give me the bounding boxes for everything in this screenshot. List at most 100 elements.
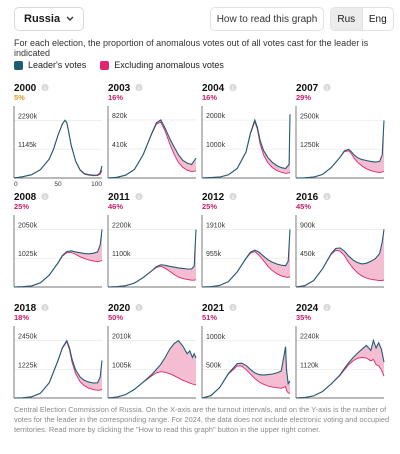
chart-2000-info-icon — [41, 83, 49, 92]
chart-2021-series-leader — [201, 346, 291, 399]
lang-option-eng[interactable]: Eng — [363, 8, 394, 30]
chart-2000-pct: 5% — [14, 93, 25, 102]
chart-2000-info-icon-glyph: i — [44, 86, 46, 92]
chart-2000-ytick-top: 2290k — [18, 113, 38, 120]
chart-2016-ytick-top: 900k — [300, 222, 316, 229]
chart-2020-pct: 50% — [108, 313, 123, 322]
chart-2003-info-icon-glyph: i — [138, 86, 140, 92]
legend-label-excluding: Excluding anomalous votes — [114, 60, 224, 70]
chart-2003-pct: 16% — [108, 93, 123, 102]
chart-2012-pct: 25% — [202, 202, 217, 211]
top-bar: Russia How to read this graph Rus Eng — [8, 7, 394, 31]
chart-2016-info-icon-glyph: i — [326, 195, 328, 201]
chart-2020-info-icon-glyph: i — [138, 306, 140, 312]
lang-option-rus[interactable]: Rus — [331, 8, 363, 30]
chart-2012-series-leader — [201, 229, 291, 288]
legend: Leader's votes Excluding anomalous votes — [14, 59, 238, 71]
chart-2016-info-icon — [323, 192, 331, 201]
legend-swatch-excluding — [100, 60, 110, 70]
chart-2008-ytick-top: 2050k — [18, 222, 38, 229]
lang-option-eng-label: Eng — [368, 13, 387, 25]
chart-2021-ytick-top: 1000k — [206, 334, 226, 341]
chart-2024-ytick-mid: 1120k — [300, 362, 319, 369]
chart-2018-pct: 18% — [14, 313, 29, 322]
chart-2018-ytick-top: 2450k — [18, 334, 38, 341]
chart-2007-info-icon — [323, 83, 331, 92]
chart-2003-info-icon — [135, 83, 143, 92]
chart-2012-ytick-top: 1910k — [206, 222, 226, 229]
chart-2024-info-icon — [323, 303, 331, 312]
how-to-read-label: How to read this graph — [216, 13, 318, 25]
chart-2012-info-icon-glyph: i — [232, 195, 234, 201]
legend-swatch-leader — [14, 60, 23, 70]
chart-2003-series-leader — [107, 119, 197, 179]
legend-item-excluding: Excluding anomalous votes — [100, 60, 224, 70]
chart-2020-series-leader — [107, 339, 197, 399]
chart-2000-ytick-mid: 1145k — [18, 142, 37, 149]
chart-2011-ytick-mid: 1100k — [112, 251, 131, 258]
chart-2000-xtick-100: 100 — [91, 181, 102, 188]
chart-2007-pct: 29% — [296, 93, 311, 102]
chart-2021-pct: 51% — [202, 313, 217, 322]
chart-2003-series-excluding — [107, 121, 197, 179]
chart-2008-info-icon — [41, 192, 49, 201]
chart-2016-title: 2016 — [296, 192, 319, 203]
chart-2007-info-icon-glyph: i — [326, 86, 328, 92]
chart-2003-ytick-mid: 410k — [112, 142, 128, 149]
chart-2024-info-icon-glyph: i — [326, 306, 328, 312]
chart-2007-ytick-top: 2500k — [300, 113, 320, 120]
chart-2018-info-icon-glyph: i — [44, 306, 46, 312]
chart-2003-ytick-top: 820k — [112, 113, 128, 120]
chart-2004-info-icon-glyph: i — [232, 86, 234, 92]
chart-2016-anomaly-area — [296, 229, 384, 287]
chart-2021-info-icon — [229, 303, 237, 312]
how-to-read-button[interactable]: How to read this graph — [210, 7, 324, 31]
chart-2016-pct: 45% — [296, 202, 311, 211]
chart-2011-series-leader — [107, 229, 197, 288]
chart-2000-title: 2000 — [14, 83, 37, 94]
country-select[interactable]: Russia — [14, 7, 84, 31]
chart-2007-anomaly-area — [296, 120, 384, 178]
legend-label-leader: Leader's votes — [28, 60, 87, 70]
chart-2018-ytick-mid: 1225k — [18, 362, 38, 369]
chevron-down-icon — [66, 16, 74, 21]
chart-2011-anomaly-area — [108, 229, 196, 287]
chart-description: For each election, the proportion of ano… — [14, 38, 369, 58]
chart-2004-ytick-mid: 1000k — [206, 142, 226, 149]
chart-2020-info-icon — [135, 303, 143, 312]
source-footnote: Central Election Commission of Russia. O… — [14, 405, 390, 434]
chart-2024-pct: 35% — [296, 313, 311, 322]
chart-2000-xtick-0: 0 — [14, 181, 18, 188]
chart-2018-series-excluding — [13, 340, 103, 399]
chart-2018-series-leader — [13, 339, 103, 399]
chart-2024-title: 2024 — [296, 303, 319, 314]
chart-2024-anomaly-area — [296, 340, 384, 398]
chart-2003-title: 2003 — [108, 83, 131, 94]
chart-2008-info-icon-glyph: i — [44, 195, 46, 201]
chart-2021-title: 2021 — [202, 303, 225, 314]
chart-2021-ytick-mid: 500k — [206, 362, 222, 369]
chart-2020-title: 2020 — [108, 303, 131, 314]
language-toggle: Rus Eng — [330, 7, 394, 31]
chart-2011-info-icon-glyph: i — [138, 195, 140, 201]
chart-2021-anomaly-area — [202, 346, 290, 398]
chart-2024-series-leader — [295, 338, 385, 399]
chart-2012-title: 2012 — [202, 192, 225, 203]
chart-2007-series-leader — [295, 120, 385, 179]
chart-2011-info-icon — [135, 192, 143, 201]
chart-2020-anomaly-area — [108, 340, 196, 398]
chart-2004-series-leader — [201, 114, 291, 179]
chart-2018-info-icon — [41, 303, 49, 312]
chart-2018-title: 2018 — [14, 303, 37, 314]
chart-2004-info-icon — [229, 83, 237, 92]
chart-2008-series-leader — [13, 229, 103, 288]
chart-2007-title: 2007 — [296, 83, 319, 94]
chart-2012-ytick-mid: 955k — [206, 251, 222, 258]
chart-2007-ytick-mid: 1250k — [300, 142, 320, 149]
chart-2000-series-leader — [13, 119, 103, 179]
chart-2004-ytick-top: 2000k — [206, 113, 226, 120]
chart-2020-ytick-top: 2010k — [112, 334, 132, 341]
chart-2008-pct: 25% — [14, 202, 29, 211]
lang-option-rus-label: Rus — [337, 13, 356, 25]
